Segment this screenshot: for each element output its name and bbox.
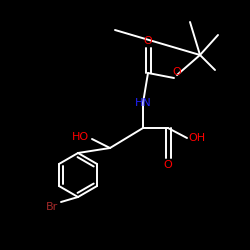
Text: HO: HO [72,132,88,142]
Text: Br: Br [46,202,58,212]
Text: O: O [164,160,172,170]
Text: OH: OH [188,133,206,143]
Text: HN: HN [134,98,152,108]
Text: O: O [144,36,152,46]
Text: O: O [172,67,182,77]
